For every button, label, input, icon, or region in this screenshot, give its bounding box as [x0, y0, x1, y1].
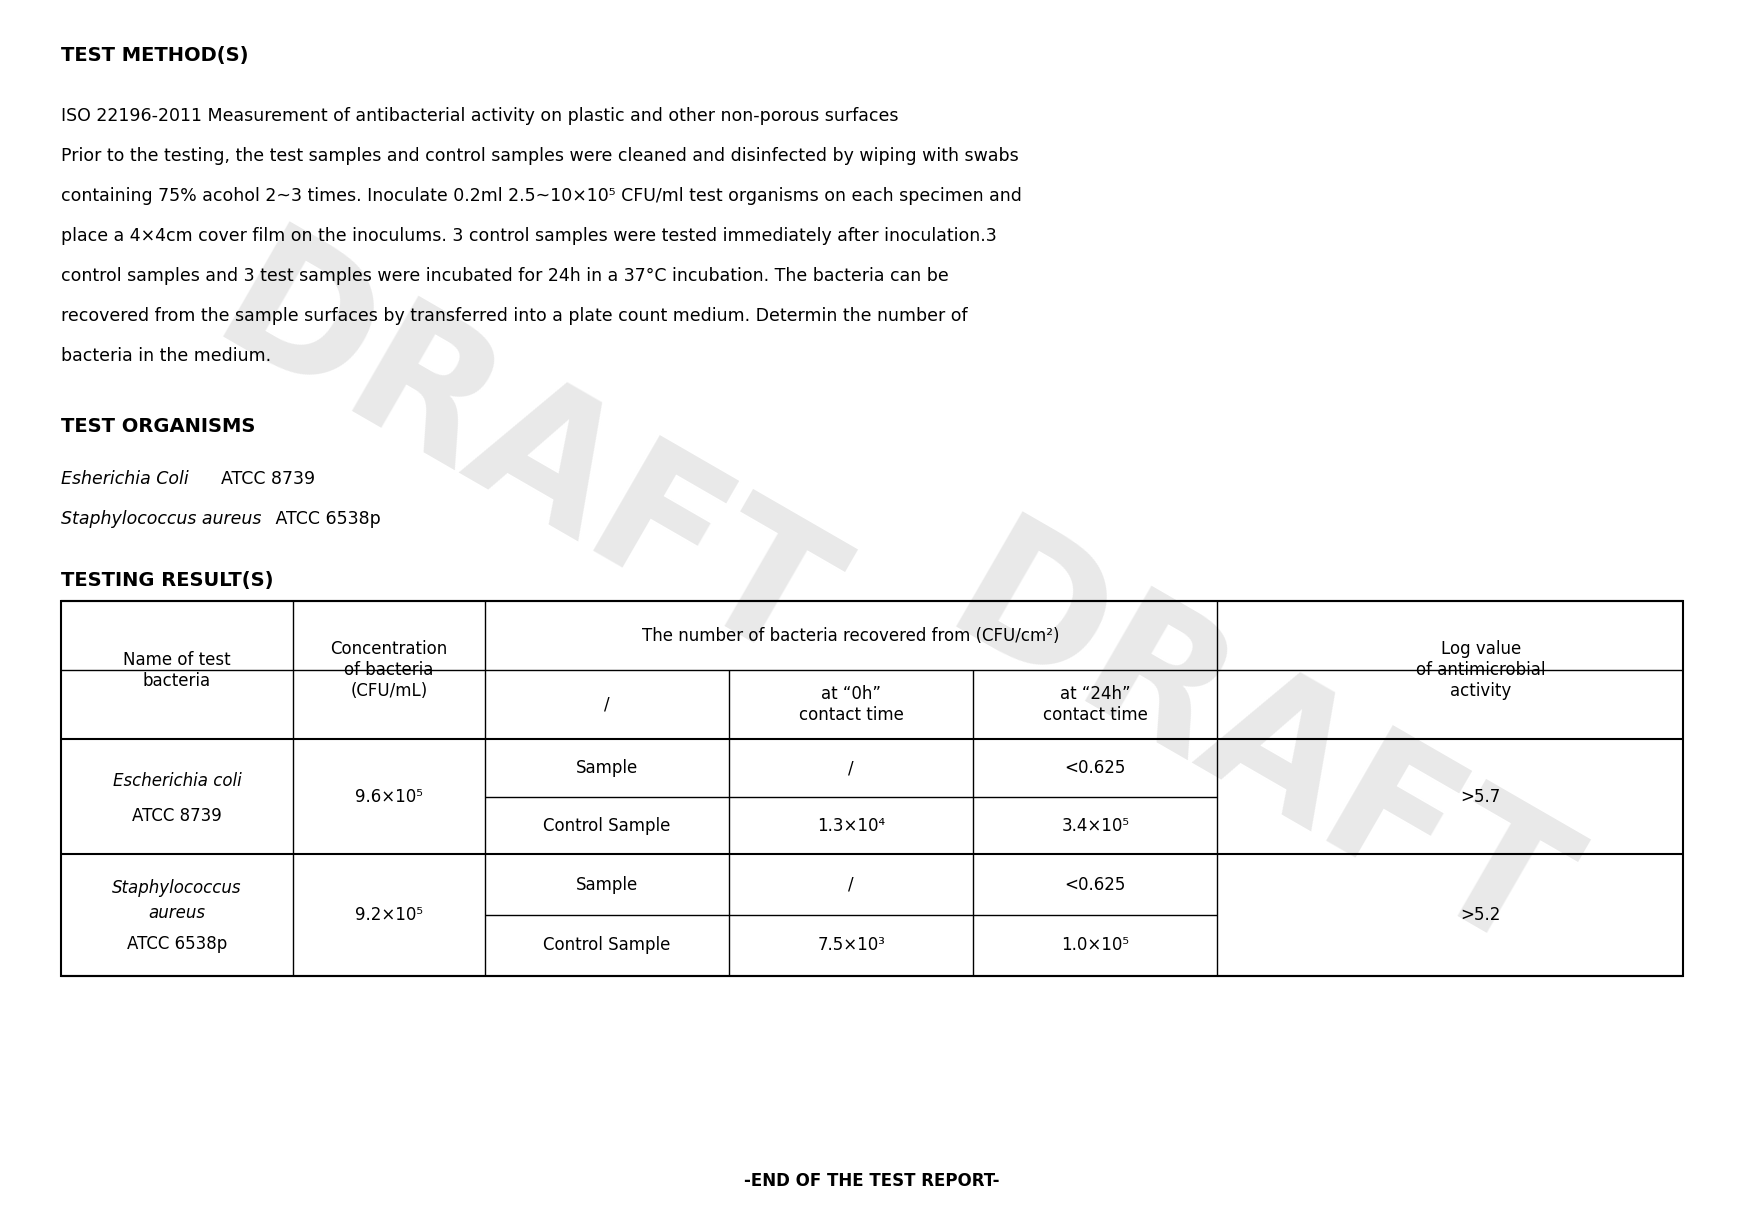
Text: >5.2: >5.2 — [1460, 907, 1502, 924]
Text: /: / — [603, 696, 610, 714]
Text: Control Sample: Control Sample — [542, 937, 671, 954]
Text: TEST METHOD(S): TEST METHOD(S) — [61, 46, 249, 65]
Text: Control Sample: Control Sample — [542, 817, 671, 835]
Text: <0.625: <0.625 — [1064, 876, 1127, 893]
Text: recovered from the sample surfaces by transferred into a plate count medium. Det: recovered from the sample surfaces by tr… — [61, 307, 968, 325]
Text: Concentration
of bacteria
(CFU/mL): Concentration of bacteria (CFU/mL) — [330, 640, 448, 701]
Text: DRAFT: DRAFT — [187, 216, 860, 705]
Text: TESTING RESULT(S): TESTING RESULT(S) — [61, 571, 274, 590]
Text: 7.5×10³: 7.5×10³ — [818, 937, 884, 954]
Text: control samples and 3 test samples were incubated for 24h in a 37°C incubation. : control samples and 3 test samples were … — [61, 267, 949, 285]
Text: Log value
of antimicrobial
activity: Log value of antimicrobial activity — [1416, 640, 1545, 701]
Text: aureus: aureus — [148, 904, 206, 921]
Text: ATCC 6538p: ATCC 6538p — [127, 936, 227, 953]
Text: Name of test
bacteria: Name of test bacteria — [124, 651, 230, 690]
Text: at “0h”
contact time: at “0h” contact time — [799, 685, 903, 725]
Text: ATCC 8739: ATCC 8739 — [211, 470, 316, 488]
Bar — [61, 601, 1683, 976]
Text: 1.0×10⁵: 1.0×10⁵ — [1062, 937, 1128, 954]
Text: Esherichia Coli: Esherichia Coli — [61, 470, 188, 488]
Text: DRAFT: DRAFT — [919, 507, 1592, 996]
Text: ATCC 8739: ATCC 8739 — [133, 807, 221, 825]
Text: /: / — [848, 759, 855, 777]
Text: 9.2×10⁵: 9.2×10⁵ — [356, 907, 422, 924]
Text: <0.625: <0.625 — [1064, 759, 1127, 777]
Text: TEST ORGANISMS: TEST ORGANISMS — [61, 417, 255, 436]
Text: Escherichia coli: Escherichia coli — [113, 772, 241, 790]
Text: Sample: Sample — [576, 759, 638, 777]
Text: >5.7: >5.7 — [1460, 788, 1502, 806]
Text: containing 75% acohol 2~3 times. Inoculate 0.2ml 2.5~10×10⁵ CFU/ml test organism: containing 75% acohol 2~3 times. Inocula… — [61, 187, 1022, 205]
Text: The number of bacteria recovered from (CFU/cm²): The number of bacteria recovered from (C… — [642, 627, 1060, 645]
Text: Staphylococcus aureus: Staphylococcus aureus — [61, 510, 262, 528]
Text: 9.6×10⁵: 9.6×10⁵ — [356, 788, 422, 806]
Text: bacteria in the medium.: bacteria in the medium. — [61, 347, 270, 365]
Text: 3.4×10⁵: 3.4×10⁵ — [1062, 817, 1128, 835]
Text: /: / — [848, 876, 855, 893]
Text: 1.3×10⁴: 1.3×10⁴ — [816, 817, 886, 835]
Text: Staphylococcus: Staphylococcus — [112, 880, 242, 897]
Text: place a 4×4cm cover film on the inoculums. 3 control samples were tested immedia: place a 4×4cm cover film on the inoculum… — [61, 227, 998, 245]
Text: Prior to the testing, the test samples and control samples were cleaned and disi: Prior to the testing, the test samples a… — [61, 147, 1018, 165]
Text: at “24h”
contact time: at “24h” contact time — [1043, 685, 1148, 725]
Text: ISO 22196-2011 Measurement of antibacterial activity on plastic and other non-po: ISO 22196-2011 Measurement of antibacter… — [61, 107, 898, 125]
Text: Sample: Sample — [576, 876, 638, 893]
Text: ATCC 6538p: ATCC 6538p — [270, 510, 380, 528]
Text: -END OF THE TEST REPORT-: -END OF THE TEST REPORT- — [745, 1172, 999, 1190]
